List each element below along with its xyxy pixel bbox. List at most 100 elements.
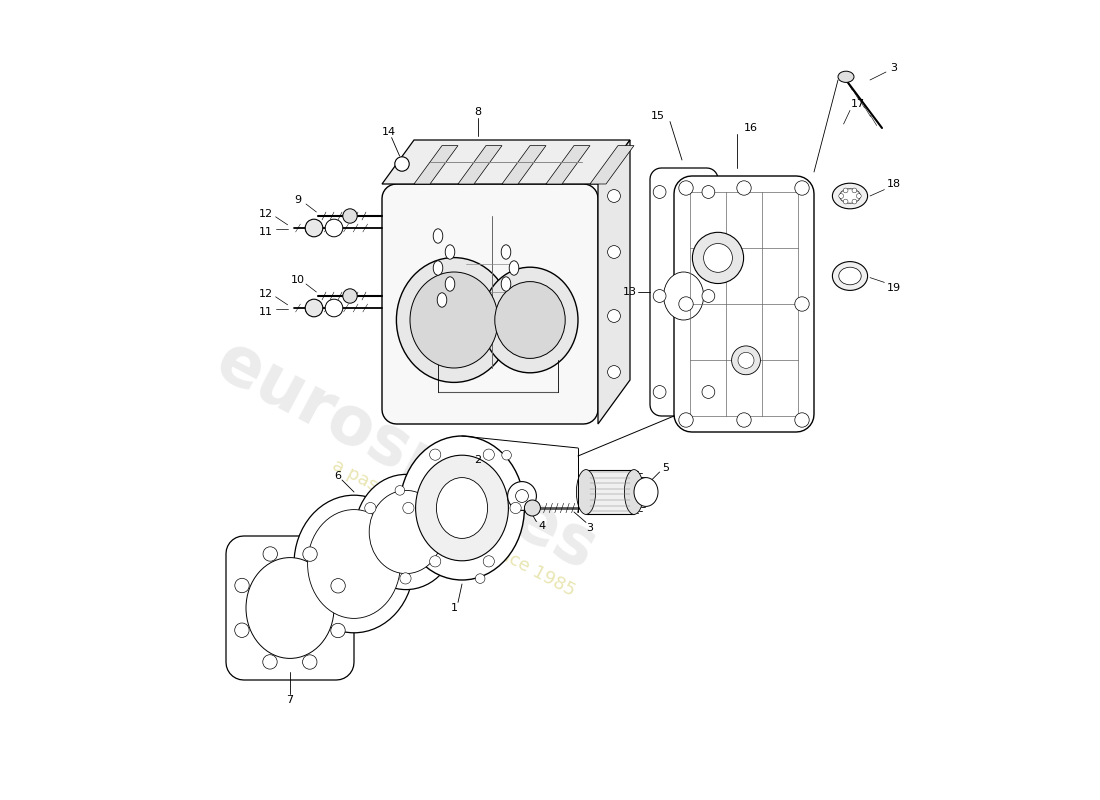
Ellipse shape bbox=[294, 495, 414, 633]
Ellipse shape bbox=[263, 654, 277, 669]
Ellipse shape bbox=[302, 655, 317, 670]
Ellipse shape bbox=[433, 261, 443, 275]
Ellipse shape bbox=[502, 245, 510, 259]
Ellipse shape bbox=[246, 558, 334, 658]
Ellipse shape bbox=[343, 209, 358, 223]
Polygon shape bbox=[226, 536, 354, 680]
Ellipse shape bbox=[833, 262, 868, 290]
Ellipse shape bbox=[507, 482, 537, 510]
Ellipse shape bbox=[403, 502, 414, 514]
Ellipse shape bbox=[483, 449, 494, 460]
Ellipse shape bbox=[305, 219, 322, 237]
Ellipse shape bbox=[679, 297, 693, 311]
Polygon shape bbox=[382, 140, 630, 184]
Ellipse shape bbox=[502, 277, 510, 291]
Ellipse shape bbox=[502, 450, 512, 460]
Ellipse shape bbox=[370, 490, 443, 574]
Ellipse shape bbox=[437, 293, 447, 307]
Ellipse shape bbox=[495, 282, 565, 358]
Polygon shape bbox=[598, 140, 630, 424]
Polygon shape bbox=[458, 146, 502, 184]
Ellipse shape bbox=[475, 574, 485, 583]
Text: 3: 3 bbox=[586, 523, 594, 533]
Ellipse shape bbox=[857, 194, 861, 198]
Ellipse shape bbox=[446, 277, 454, 291]
Ellipse shape bbox=[263, 546, 277, 561]
Ellipse shape bbox=[852, 188, 857, 193]
Ellipse shape bbox=[738, 352, 754, 368]
Ellipse shape bbox=[416, 455, 508, 561]
Ellipse shape bbox=[355, 474, 458, 590]
Ellipse shape bbox=[302, 547, 317, 562]
Ellipse shape bbox=[525, 500, 540, 516]
Polygon shape bbox=[674, 176, 814, 432]
Ellipse shape bbox=[410, 272, 498, 368]
Ellipse shape bbox=[839, 267, 861, 285]
Ellipse shape bbox=[839, 194, 844, 198]
Ellipse shape bbox=[839, 189, 860, 203]
Text: 9: 9 bbox=[295, 195, 301, 205]
Polygon shape bbox=[502, 146, 546, 184]
Polygon shape bbox=[414, 146, 458, 184]
Text: 2: 2 bbox=[474, 455, 482, 465]
Ellipse shape bbox=[795, 297, 810, 311]
Ellipse shape bbox=[679, 181, 693, 195]
Ellipse shape bbox=[607, 366, 620, 378]
Ellipse shape bbox=[692, 232, 744, 283]
Text: 19: 19 bbox=[887, 283, 901, 293]
Ellipse shape bbox=[365, 502, 376, 514]
Text: 17: 17 bbox=[851, 99, 865, 109]
Ellipse shape bbox=[482, 267, 578, 373]
Ellipse shape bbox=[634, 478, 658, 506]
Text: eurospares: eurospares bbox=[205, 328, 607, 584]
Ellipse shape bbox=[795, 413, 810, 427]
Ellipse shape bbox=[653, 386, 666, 398]
Ellipse shape bbox=[844, 188, 848, 193]
Polygon shape bbox=[650, 168, 718, 416]
Ellipse shape bbox=[437, 478, 487, 538]
Ellipse shape bbox=[702, 386, 715, 398]
Ellipse shape bbox=[795, 181, 810, 195]
Ellipse shape bbox=[663, 272, 704, 320]
Text: a passion for parts since 1985: a passion for parts since 1985 bbox=[329, 456, 579, 600]
Ellipse shape bbox=[704, 243, 733, 272]
Ellipse shape bbox=[400, 573, 411, 584]
Ellipse shape bbox=[305, 299, 322, 317]
Polygon shape bbox=[382, 184, 598, 424]
Ellipse shape bbox=[343, 289, 358, 303]
Ellipse shape bbox=[607, 190, 620, 202]
Ellipse shape bbox=[483, 556, 494, 567]
Ellipse shape bbox=[308, 510, 400, 618]
Ellipse shape bbox=[607, 310, 620, 322]
Ellipse shape bbox=[331, 578, 345, 593]
Ellipse shape bbox=[234, 578, 250, 593]
Ellipse shape bbox=[679, 413, 693, 427]
Ellipse shape bbox=[326, 299, 343, 317]
Text: 14: 14 bbox=[382, 127, 396, 137]
Ellipse shape bbox=[430, 556, 441, 567]
Ellipse shape bbox=[326, 219, 343, 237]
Ellipse shape bbox=[732, 346, 760, 374]
Polygon shape bbox=[586, 470, 634, 514]
Ellipse shape bbox=[576, 470, 595, 514]
Text: 16: 16 bbox=[744, 123, 758, 133]
Ellipse shape bbox=[833, 183, 868, 209]
Text: 12: 12 bbox=[258, 209, 273, 218]
Ellipse shape bbox=[234, 623, 249, 638]
Ellipse shape bbox=[737, 413, 751, 427]
Ellipse shape bbox=[395, 486, 405, 495]
Text: 10: 10 bbox=[292, 275, 305, 285]
Polygon shape bbox=[590, 146, 634, 184]
Ellipse shape bbox=[509, 261, 519, 275]
Ellipse shape bbox=[396, 258, 512, 382]
Text: 11: 11 bbox=[258, 227, 273, 237]
Text: 11: 11 bbox=[258, 307, 273, 317]
Ellipse shape bbox=[516, 490, 528, 502]
Ellipse shape bbox=[625, 470, 644, 514]
Ellipse shape bbox=[702, 290, 715, 302]
Text: 8: 8 bbox=[474, 107, 482, 117]
Ellipse shape bbox=[510, 502, 521, 514]
Text: 15: 15 bbox=[651, 111, 666, 121]
Ellipse shape bbox=[838, 71, 854, 82]
Ellipse shape bbox=[844, 199, 848, 204]
